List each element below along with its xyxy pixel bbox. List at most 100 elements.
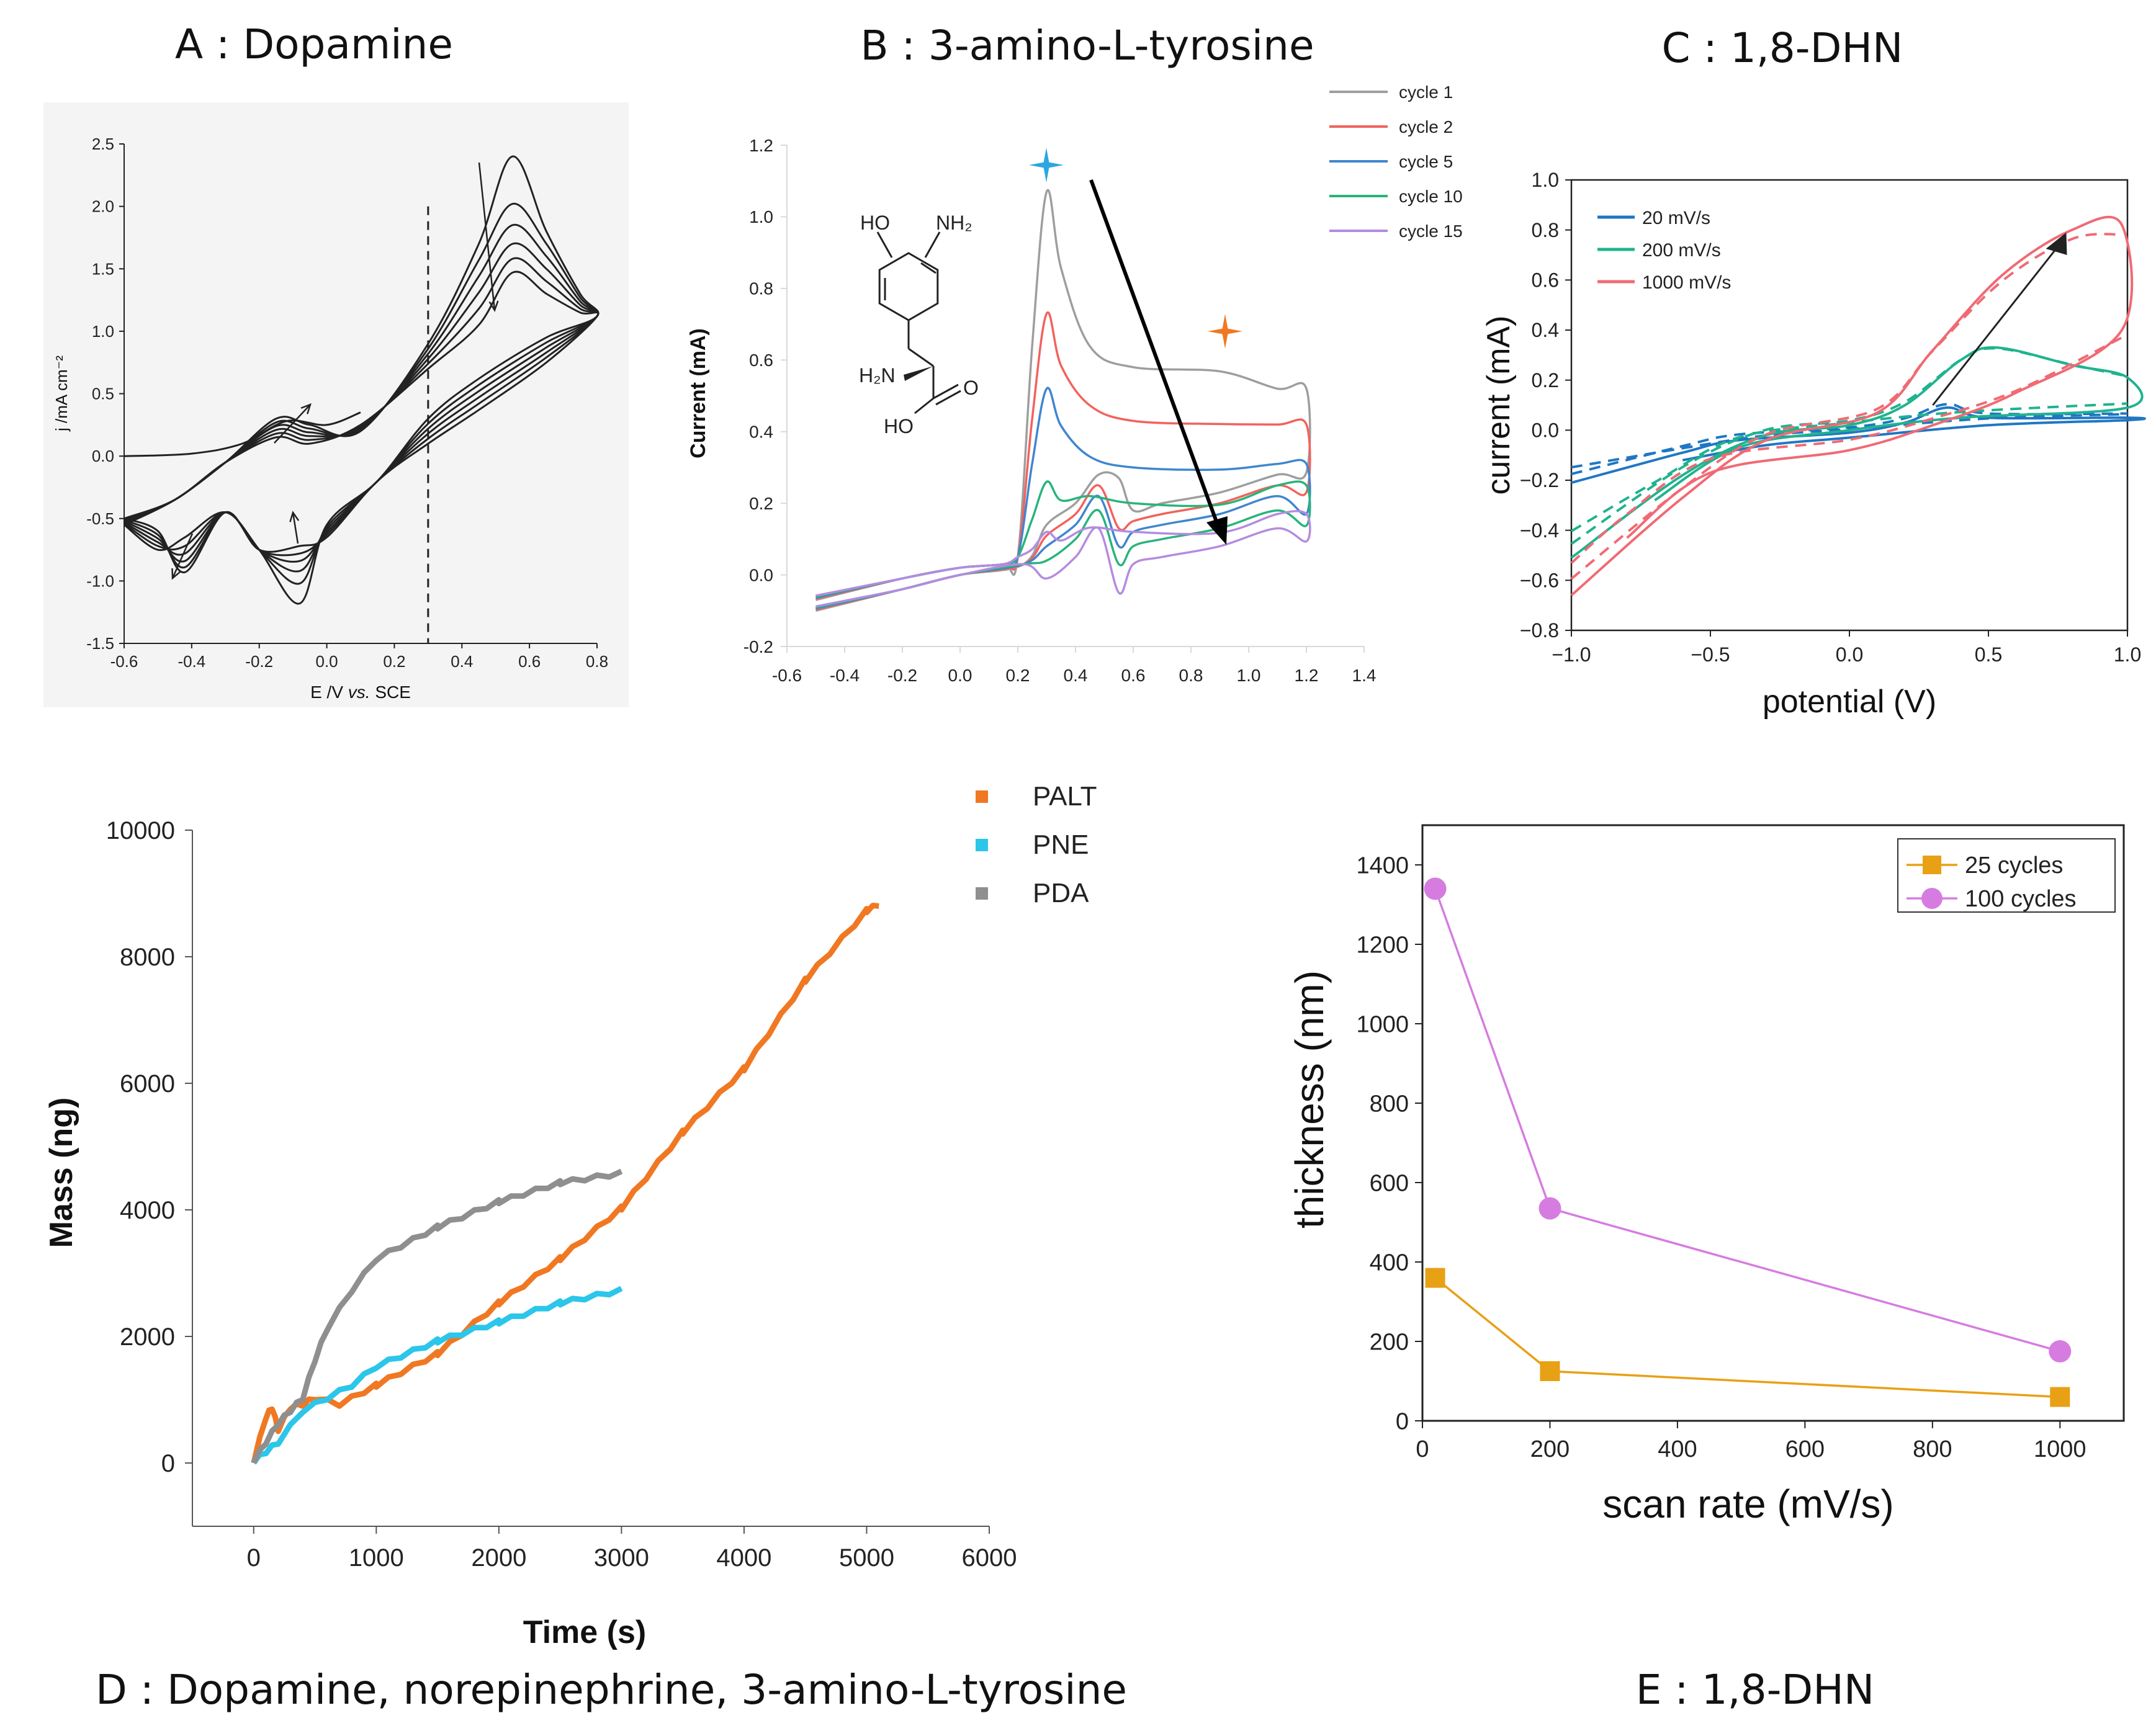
legend-label: PDA bbox=[1033, 878, 1089, 908]
x-tick-label: 2000 bbox=[471, 1544, 526, 1572]
series-cycle-10 bbox=[815, 480, 1311, 609]
x-tick-label: 0.6 bbox=[518, 652, 541, 671]
series-cycle-5 bbox=[815, 387, 1311, 610]
x-tick-label: 0.2 bbox=[1006, 666, 1030, 685]
series-PNE bbox=[251, 1286, 623, 1465]
x-tick-label: −1.0 bbox=[1552, 643, 1591, 666]
series-dashed-1 bbox=[1570, 347, 2128, 545]
x-tick-label: 800 bbox=[1913, 1436, 1952, 1462]
molecule-double-bond bbox=[920, 262, 937, 274]
x-tick-label: 200 bbox=[1530, 1436, 1570, 1462]
legend-swatch bbox=[976, 839, 988, 851]
molecule-bond-oh2 bbox=[914, 397, 934, 414]
legend-label: cycle 5 bbox=[1399, 152, 1453, 171]
y-tick-label: 0.0 bbox=[749, 565, 773, 584]
y-tick-label: 2.0 bbox=[92, 197, 114, 216]
y-tick-label: 200 bbox=[1370, 1329, 1409, 1355]
x-tick-label: 0 bbox=[247, 1544, 261, 1572]
molecule-ring bbox=[878, 252, 939, 321]
data-point bbox=[1540, 1361, 1560, 1381]
y-tick-label: 800 bbox=[1370, 1091, 1409, 1117]
x-tick-label: -0.4 bbox=[177, 652, 205, 671]
y-tick-label: 0 bbox=[161, 1450, 175, 1477]
y-tick-label: 0.8 bbox=[1532, 219, 1559, 241]
caption-a: A : Dopamine bbox=[175, 20, 453, 68]
x-tick-label: 0.4 bbox=[1064, 666, 1088, 685]
panel-c-chart: −1.0 −0.5 0.0 0.5 1.0 −0.8 −0.6 −0.4 −0.2 0.0 0.2 0… bbox=[1481, 169, 2146, 720]
x-tick-label: -0.6 bbox=[110, 652, 138, 671]
x-tick-label: 0.8 bbox=[586, 652, 608, 671]
x-axis-label: E /V vs. SCE bbox=[310, 682, 411, 702]
molecule-wedge bbox=[904, 366, 933, 381]
caption-e: E : 1,8-DHN bbox=[1636, 1666, 1875, 1714]
y-tick-label: 0.5 bbox=[92, 385, 114, 403]
y-tick-label: -1.0 bbox=[86, 571, 114, 590]
molecule-bond-co bbox=[935, 390, 961, 406]
arrow-small-cathodic-head bbox=[289, 511, 300, 522]
legend-label: cycle 15 bbox=[1399, 221, 1463, 241]
y-tick-label: −0.6 bbox=[1520, 570, 1559, 592]
y-tick-label: 0 bbox=[1396, 1408, 1409, 1434]
x-tick-label: 0.5 bbox=[1975, 643, 2002, 666]
x-axis-label: potential (V) bbox=[1763, 684, 1936, 720]
data-point bbox=[2049, 1340, 2072, 1362]
y-tick-label: 0.0 bbox=[1532, 419, 1559, 442]
arrow-anodic-decrease bbox=[478, 162, 496, 311]
legend-swatch-marker bbox=[1923, 856, 1941, 874]
y-tick-label: 1.2 bbox=[749, 136, 773, 155]
series-line-1 bbox=[1434, 888, 2060, 1353]
star-marker-orange bbox=[1208, 314, 1242, 349]
y-tick-label: −0.4 bbox=[1520, 519, 1559, 542]
y-tick-label: 0.6 bbox=[749, 351, 773, 370]
y-tick-label: -0.5 bbox=[86, 509, 114, 528]
x-axis-label: scan rate (mV/s) bbox=[1602, 1482, 1893, 1526]
x-tick-label: 0.6 bbox=[1121, 666, 1146, 685]
series-solid-2 bbox=[1570, 215, 2134, 597]
legend-label: 200 mV/s bbox=[1642, 240, 1721, 261]
legend-label: cycle 10 bbox=[1399, 187, 1463, 206]
panel-e-chart: 0 200 400 600 800 1000 0 200 400 600 800 1000 1200 14… bbox=[1287, 824, 2125, 1526]
x-tick-label: 3000 bbox=[594, 1544, 649, 1572]
x-tick-label: 0 bbox=[1416, 1436, 1429, 1462]
y-tick-label: -1.5 bbox=[86, 634, 114, 653]
plot-frame bbox=[1421, 824, 2125, 1422]
legend-label: cycle 1 bbox=[1399, 83, 1453, 102]
legend-label: PALT bbox=[1033, 781, 1097, 812]
x-tick-label: -0.2 bbox=[887, 666, 917, 685]
data-point bbox=[1538, 1197, 1561, 1220]
x-tick-label: -0.6 bbox=[772, 666, 802, 685]
y-tick-label: 0.8 bbox=[749, 279, 773, 298]
data-point bbox=[1425, 1268, 1445, 1288]
y-tick-label: 1.0 bbox=[92, 322, 114, 341]
x-axis-label: Time (s) bbox=[523, 1614, 646, 1650]
series-dashed-0 bbox=[1571, 403, 2128, 475]
molecule-bond-oh bbox=[876, 231, 893, 258]
x-tick-label: 0.4 bbox=[451, 652, 473, 671]
y-axis-label: current (mA) bbox=[1481, 316, 1517, 495]
panel-d-chart: 0 1000 2000 3000 4000 5000 6000 0 2000 4000 6000 80… bbox=[43, 781, 1097, 1650]
x-tick-label: 0.2 bbox=[383, 652, 405, 671]
y-tick-label: 1.0 bbox=[749, 207, 773, 226]
legend-swatch bbox=[976, 887, 988, 900]
series-dashed-return-1 bbox=[1570, 402, 2128, 532]
molecule-label-h2n: H₂N bbox=[859, 364, 896, 387]
x-tick-label: 1000 bbox=[2034, 1436, 2086, 1462]
y-tick-label: −0.8 bbox=[1520, 619, 1559, 642]
arrow-small-anodic bbox=[274, 404, 311, 444]
series-cycle-15 bbox=[815, 510, 1311, 608]
y-tick-label: 1.5 bbox=[92, 259, 114, 278]
arrow-cathodic-head bbox=[171, 568, 181, 580]
y-tick-label: -0.2 bbox=[743, 637, 773, 656]
y-tick-label: 1000 bbox=[1356, 1011, 1409, 1037]
series-PDA bbox=[251, 1168, 623, 1464]
molecule-label-nh2: NH₂ bbox=[936, 212, 972, 234]
x-tick-label: 1.0 bbox=[1237, 666, 1261, 685]
series-solid-1 bbox=[1570, 346, 2144, 559]
y-axis-label: Current (mA) bbox=[686, 328, 710, 459]
legend-label: cycle 2 bbox=[1399, 117, 1453, 136]
x-tick-label: 1.0 bbox=[2114, 643, 2141, 666]
trend-arrow-head bbox=[1206, 516, 1228, 545]
x-tick-label: 1.2 bbox=[1295, 666, 1319, 685]
legend-label: 25 cycles bbox=[1965, 852, 2063, 879]
panel-a-background bbox=[43, 102, 629, 707]
